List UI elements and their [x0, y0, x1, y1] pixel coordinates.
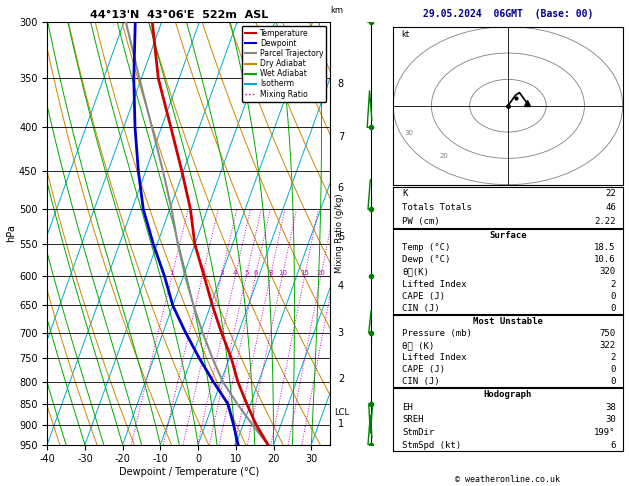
- Text: 3: 3: [338, 328, 344, 338]
- Text: Hodograph: Hodograph: [484, 390, 532, 399]
- Text: Temp (°C): Temp (°C): [403, 243, 451, 252]
- Text: 6: 6: [253, 270, 258, 276]
- Text: 46: 46: [605, 203, 616, 212]
- Text: 10: 10: [278, 270, 287, 276]
- Text: 18.5: 18.5: [594, 243, 616, 252]
- Text: SREH: SREH: [403, 416, 424, 424]
- Text: Most Unstable: Most Unstable: [473, 317, 543, 326]
- Text: Lifted Index: Lifted Index: [403, 353, 467, 362]
- Text: CAPE (J): CAPE (J): [403, 292, 445, 301]
- Text: 2.22: 2.22: [594, 217, 616, 226]
- Text: θᴇ (K): θᴇ (K): [403, 341, 435, 350]
- Text: 2: 2: [611, 353, 616, 362]
- Text: 750: 750: [599, 329, 616, 338]
- Text: 1: 1: [170, 270, 174, 276]
- Text: 8: 8: [268, 270, 273, 276]
- Y-axis label: hPa: hPa: [6, 225, 16, 242]
- Text: 2: 2: [338, 374, 344, 384]
- Text: 30: 30: [404, 130, 414, 136]
- Text: 322: 322: [599, 341, 616, 350]
- Text: CIN (J): CIN (J): [403, 377, 440, 386]
- Text: 6: 6: [338, 183, 344, 193]
- Text: Totals Totals: Totals Totals: [403, 203, 472, 212]
- Text: 0: 0: [611, 304, 616, 313]
- Text: CIN (J): CIN (J): [403, 304, 440, 313]
- Text: 0: 0: [611, 377, 616, 386]
- Text: PW (cm): PW (cm): [403, 217, 440, 226]
- Text: 6: 6: [611, 441, 616, 450]
- Legend: Temperature, Dewpoint, Parcel Trajectory, Dry Adiabat, Wet Adiabat, Isotherm, Mi: Temperature, Dewpoint, Parcel Trajectory…: [242, 26, 326, 102]
- Text: CAPE (J): CAPE (J): [403, 365, 445, 374]
- Text: 29.05.2024  06GMT  (Base: 00): 29.05.2024 06GMT (Base: 00): [423, 9, 593, 19]
- Text: StmDir: StmDir: [403, 428, 435, 437]
- Text: 1: 1: [338, 419, 344, 429]
- Text: 0: 0: [611, 365, 616, 374]
- Text: Lifted Index: Lifted Index: [403, 279, 467, 289]
- Text: 2: 2: [611, 279, 616, 289]
- Text: Surface: Surface: [489, 231, 526, 240]
- Text: 2: 2: [200, 270, 204, 276]
- Text: 20: 20: [316, 270, 325, 276]
- Text: Mixing Ratio (g/kg): Mixing Ratio (g/kg): [335, 193, 344, 273]
- Text: 15: 15: [300, 270, 309, 276]
- Text: 199°: 199°: [594, 428, 616, 437]
- Text: 38: 38: [605, 403, 616, 412]
- Text: 10.6: 10.6: [594, 255, 616, 264]
- Text: Dewp (°C): Dewp (°C): [403, 255, 451, 264]
- Text: 30: 30: [605, 416, 616, 424]
- Text: 320: 320: [599, 267, 616, 277]
- Text: 4: 4: [338, 281, 344, 291]
- Text: 7: 7: [338, 132, 344, 142]
- Text: 0: 0: [611, 292, 616, 301]
- Text: 20: 20: [439, 154, 448, 159]
- Text: 3: 3: [219, 270, 223, 276]
- Text: EH: EH: [403, 403, 413, 412]
- Text: StmSpd (kt): StmSpd (kt): [403, 441, 462, 450]
- X-axis label: Dewpoint / Temperature (°C): Dewpoint / Temperature (°C): [119, 467, 259, 477]
- Text: 8: 8: [338, 79, 344, 89]
- Text: 4: 4: [233, 270, 237, 276]
- Text: 5: 5: [244, 270, 248, 276]
- Text: 5: 5: [338, 232, 344, 243]
- Text: km: km: [330, 5, 343, 15]
- Text: 44°13'N  43°06'E  522m  ASL: 44°13'N 43°06'E 522m ASL: [89, 10, 268, 20]
- Text: © weatheronline.co.uk: © weatheronline.co.uk: [455, 474, 560, 484]
- Text: θᴇ(K): θᴇ(K): [403, 267, 429, 277]
- Text: kt: kt: [401, 30, 409, 39]
- Text: K: K: [403, 190, 408, 198]
- Text: 22: 22: [605, 190, 616, 198]
- Text: LCL: LCL: [335, 408, 350, 417]
- Text: Pressure (mb): Pressure (mb): [403, 329, 472, 338]
